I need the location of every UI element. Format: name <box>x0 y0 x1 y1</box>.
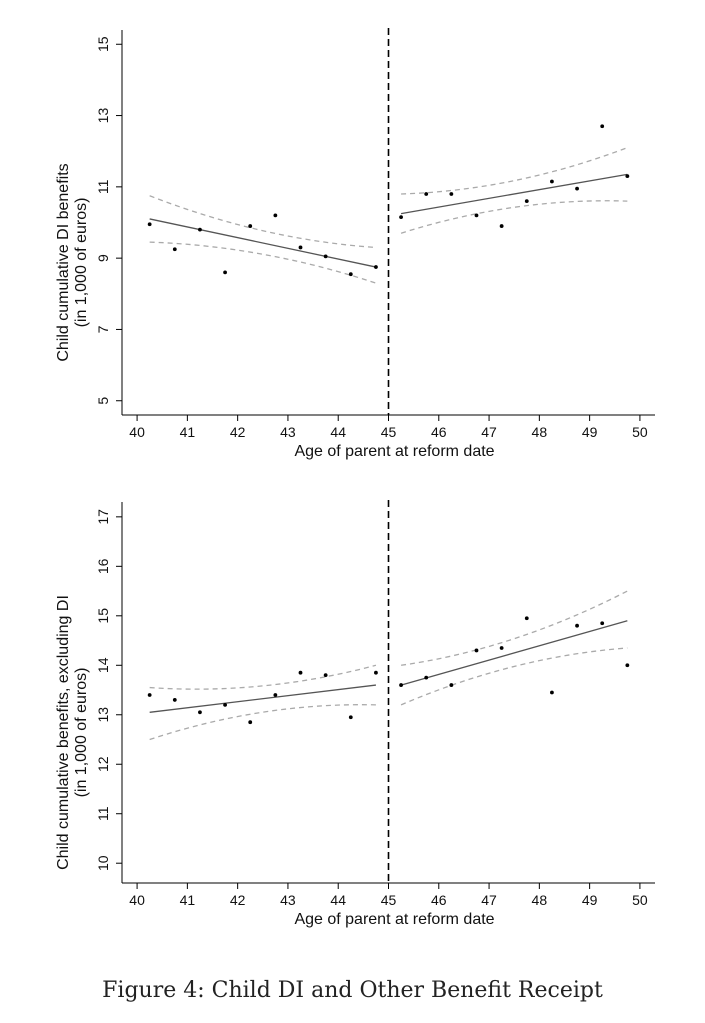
chart1-x-tick-label: 43 <box>280 424 296 440</box>
chart2-ci-low-band-1 <box>149 704 376 741</box>
chart2-x-tick-label: 40 <box>129 892 145 908</box>
chart1-data-point <box>348 272 353 277</box>
chart2-data-point <box>474 648 479 653</box>
chart1-data-point <box>575 186 579 191</box>
chart1-x-tick-label: 48 <box>532 424 548 440</box>
chart2-y-tick-label: 10 <box>95 855 111 871</box>
chart1-data-point <box>147 222 152 227</box>
chart1-fit-line-2 <box>400 173 628 215</box>
chart1-data-point <box>374 265 378 269</box>
chart2-fit-line-2 <box>400 620 628 686</box>
chart2-x-tick-label: 48 <box>532 892 548 908</box>
chart1-data-point <box>399 215 403 220</box>
chart1-x-tick-label: 40 <box>129 424 145 440</box>
chart1-data-point <box>248 224 253 228</box>
chart1-x-tick-label: 46 <box>431 424 447 440</box>
chart2-x-tick-label: 41 <box>180 892 196 908</box>
chart2-x-tick-label: 47 <box>481 892 497 908</box>
chart2-y-tick-label: 17 <box>95 509 111 525</box>
chart2-data-point <box>499 646 504 650</box>
chart1-data-point <box>550 179 554 184</box>
chart2-data-point <box>550 690 554 695</box>
chart1-y-axis-label: (in 1,000 of euros) <box>73 198 90 328</box>
chart2-y-tick-label: 13 <box>95 707 111 723</box>
chart2-x-tick-label: 46 <box>431 892 447 908</box>
chart1-data-point <box>223 270 227 275</box>
chart1-data-point <box>625 174 630 179</box>
chart2-data-point <box>449 683 454 687</box>
chart1-ci-high-band-2 <box>401 147 628 195</box>
chart1-data-point <box>600 124 605 129</box>
chart2-y-tick-label: 12 <box>95 756 111 772</box>
chart1-data-point <box>172 247 177 252</box>
chart1-y-tick-label: 13 <box>95 108 111 124</box>
chart2-data-point <box>248 720 253 725</box>
figure-canvas: 40 41 42 43 44 45 46 47 48 49 50 5 7 9 11 13 15 Age of pa… <box>55 28 655 928</box>
chart2-data-point <box>600 621 605 626</box>
chart2-x-tick-label: 43 <box>280 892 296 908</box>
chart2-x-tick-label: 49 <box>582 892 598 908</box>
chart1-x-axis-label: Age of parent at reform date <box>294 443 494 460</box>
chart1-x-tick-label: 44 <box>330 424 346 440</box>
chart1-x-tick-label: 42 <box>230 424 246 440</box>
chart2-data-point <box>348 715 353 720</box>
chart2-y-tick-label: 14 <box>95 657 111 673</box>
chart2-x-tick-label: 45 <box>381 892 397 908</box>
chart2-ci-high-band-1 <box>149 664 377 690</box>
chart2-data-point <box>399 683 403 687</box>
chart2-data-point <box>298 670 303 675</box>
chart1-ci-low-band-2 <box>400 200 628 234</box>
chart2-data-point <box>374 670 378 675</box>
chart1-data-point <box>499 224 504 228</box>
chart1-x-tick-label: 41 <box>180 424 196 440</box>
chart2-data-point <box>172 698 177 702</box>
chart1-data-point <box>273 213 278 218</box>
chart2-x-tick-label: 42 <box>230 892 246 908</box>
chart2-data-point <box>323 673 328 678</box>
chart1-data-point <box>323 254 328 259</box>
chart2-y-tick-label: 15 <box>95 608 111 624</box>
chart1-ci-low-band-1 <box>149 241 377 284</box>
chart2-data-point <box>524 616 529 621</box>
chart1-x-tick-label: 49 <box>582 424 598 440</box>
chart2-ci-low-band-2 <box>400 647 628 706</box>
chart2-ci-high-band-2 <box>400 590 628 666</box>
chart2-x-tick-label: 50 <box>632 892 648 908</box>
chart1-data-point <box>449 192 454 196</box>
chart2-fit-line-1 <box>149 684 377 713</box>
chart2-y-tick-label: 16 <box>95 558 111 574</box>
chart1-x-tick-label: 47 <box>481 424 497 440</box>
chart2-data-point <box>625 663 630 668</box>
chart2-x-tick-label: 44 <box>330 892 346 908</box>
chart1-y-axis-label: Child cumulative DI benefits <box>55 163 72 361</box>
chart1-y-tick-label: 11 <box>95 179 111 194</box>
figure-caption: Figure 4: Child DI and Other Benefit Rec… <box>102 978 603 1003</box>
chart1-data-point <box>298 245 303 250</box>
chart1-y-tick-label: 15 <box>95 36 111 52</box>
chart2-data-point <box>575 623 579 628</box>
chart2-data-point <box>198 710 202 715</box>
chart1-ci-high-band-1 <box>149 195 376 249</box>
chart1-y-tick-label: 7 <box>95 325 111 333</box>
chart1-fit-line-1 <box>149 218 377 268</box>
chart2-y-axis-label: Child cumulative benefits, excluding DI <box>55 595 72 870</box>
chart2-y-tick-label: 11 <box>95 806 111 821</box>
chart2-y-axis-label: (in 1,000 of euros) <box>73 668 90 798</box>
chart1-data-point <box>424 192 429 196</box>
chart2-data-point <box>223 702 227 707</box>
chart1-data-point <box>524 199 529 204</box>
chart1-x-tick-label: 45 <box>381 424 397 440</box>
chart2-data-point <box>147 693 152 697</box>
chart1-data-point <box>198 227 202 232</box>
chart2-x-axis-label: Age of parent at reform date <box>294 911 494 928</box>
chart1-y-tick-label: 5 <box>95 397 111 405</box>
chart1-data-point <box>474 213 479 218</box>
chart2-data-point <box>273 693 278 697</box>
chart2-data-point <box>424 675 429 680</box>
chart1-x-tick-label: 50 <box>632 424 648 440</box>
chart1-y-tick-label: 9 <box>95 254 111 262</box>
